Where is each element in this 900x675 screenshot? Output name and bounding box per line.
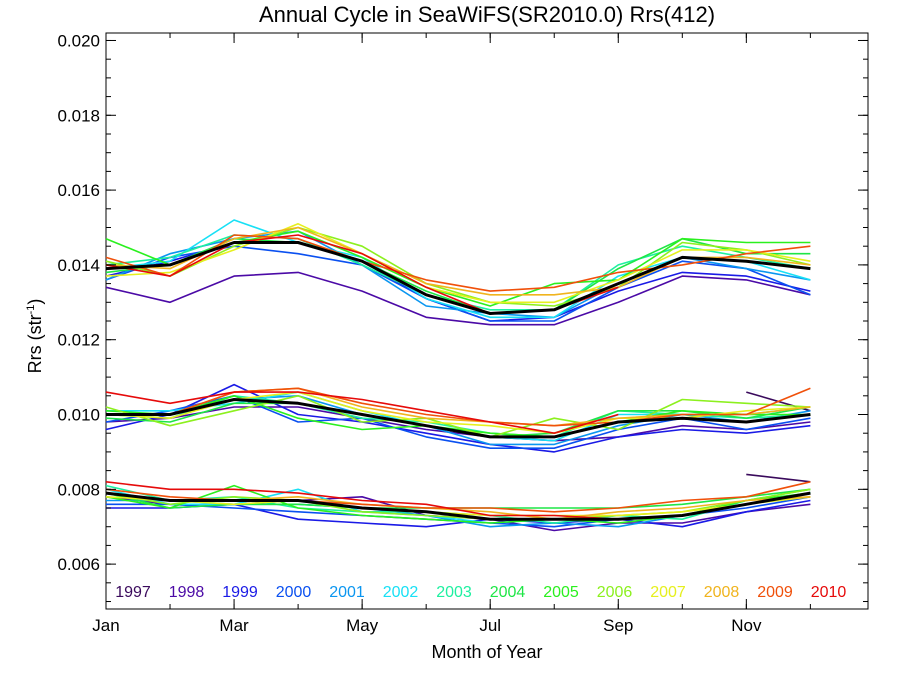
legend-entry-1997: 1997 [115, 584, 151, 601]
y-tick-label: 0.008 [57, 480, 100, 499]
axes: 0.006 0.008 0.010 0.012 0.014 0.016 0.018 0.020… [57, 31, 868, 635]
series-line-1999-group-2 [105, 383, 811, 453]
y-tick-label: 0.010 [57, 406, 100, 425]
series-line-mean-group-3 [105, 241, 811, 315]
series-lines [105, 219, 811, 532]
legend-entry-2007: 2007 [650, 584, 686, 601]
x-tick-label: Sep [603, 616, 633, 635]
y-tick-label: 0.020 [57, 31, 100, 50]
legend-entry-1999: 1999 [222, 584, 258, 601]
series-line-2007-group-3 [105, 223, 811, 304]
series-line-mean-group-2 [106, 398, 811, 439]
series-line-2005-group-2 [105, 395, 811, 438]
series-line-2009-group-2 [106, 387, 811, 427]
y-axis-label-superscript: -1 [25, 305, 37, 315]
y-axis-label-main: Rrs (str [25, 314, 45, 373]
y-tick-label: 0.006 [57, 555, 100, 574]
legend-entry-2003: 2003 [436, 584, 472, 601]
legend-entry-2000: 2000 [276, 584, 312, 601]
legend-entry-2005: 2005 [543, 584, 579, 601]
legend-entry-2004: 2004 [490, 584, 526, 601]
series-line-2006-group-2 [105, 395, 811, 438]
legend-entry-2006: 2006 [597, 584, 633, 601]
legend-entry-2001: 2001 [329, 584, 365, 601]
x-tick-label: Jan [92, 616, 119, 635]
series-line-2007-group-1 [105, 496, 811, 517]
series-line-1998-group-3 [105, 271, 811, 326]
legend: 1997 1998 1999 2000 2001 2002 2003 2004 2005 2006… [115, 584, 846, 601]
x-tick-label: Mar [219, 616, 249, 635]
series-line-1998-group-2 [105, 406, 811, 442]
y-axis-label: Rrs (str-1) [25, 299, 45, 374]
x-tick-label: Nov [731, 616, 762, 635]
chart-title: Annual Cycle in SeaWiFS(SR2010.0) Rrs(41… [259, 2, 715, 27]
x-tick-label: May [346, 616, 379, 635]
series-line-2010-group-2 [105, 391, 619, 434]
legend-entry-2002: 2002 [383, 584, 419, 601]
y-tick-label: 0.012 [57, 331, 100, 350]
x-axis-label: Month of Year [431, 642, 542, 662]
y-tick-label: 0.014 [57, 256, 100, 275]
y-tick-label: 0.018 [57, 106, 100, 125]
legend-entry-2008: 2008 [704, 584, 740, 601]
series-line-2006-group-3 [105, 226, 811, 307]
series-line-1997-group-1 [746, 473, 811, 483]
legend-entry-2009: 2009 [757, 584, 793, 601]
series-line-2009-group-3 [105, 234, 811, 292]
y-axis-label-close: ) [25, 299, 45, 305]
series-line-2003-group-3 [105, 234, 811, 311]
series-line-2010-group-1 [105, 481, 619, 520]
legend-entry-1998: 1998 [169, 584, 205, 601]
legend-entry-2010: 2010 [811, 584, 847, 601]
x-tick-label: Jul [479, 616, 501, 635]
series-line-mean-group-1 [105, 491, 811, 521]
y-tick-label: 0.016 [57, 181, 100, 200]
